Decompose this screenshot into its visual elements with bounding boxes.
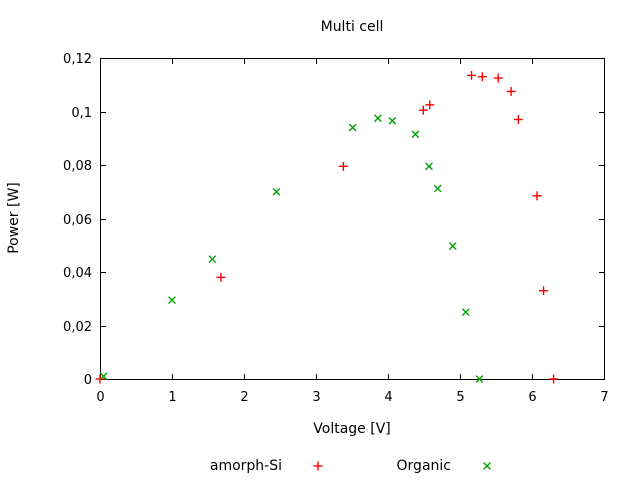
x-tick-label: 1 [168,390,176,405]
data-point-Organic [388,116,397,125]
legend-label-organic: Organic [396,458,451,474]
data-point-Organic [461,308,470,317]
data-point-Organic [348,123,357,132]
y-tick-label: 0,06 [63,213,92,228]
data-point-Organic [374,114,382,123]
legend-marker-organic [483,462,491,470]
x-tick-label: 2 [240,390,248,405]
data-point-Organic [448,242,457,250]
x-tick-label: 6 [528,390,536,405]
x-tick-label: 0 [96,390,104,405]
x-tick-label: 4 [384,390,392,405]
data-point-Organic [208,255,217,264]
data-point-Organic [99,372,108,381]
y-tick-label: 0,1 [71,106,92,121]
x-tick-label: 7 [600,390,608,405]
data-point-Organic [411,130,420,139]
x-tick-label: 5 [456,390,464,405]
data-point-Organic [168,296,176,304]
y-tick-label: 0,02 [63,320,92,335]
y-tick-label: 0 [84,373,92,388]
data-point-Organic [475,375,484,383]
plot-frame [100,58,605,380]
data-point-Organic [433,184,442,193]
data-point-Organic [272,187,281,196]
legend-label-amorph-si: amorph-Si [209,458,282,474]
x-axis-label: Voltage [V] [313,421,391,437]
y-tick-label: 0,12 [63,52,92,67]
x-tick-label: 3 [312,390,320,405]
y-tick-label: 0,04 [63,266,92,281]
y-axis-label: Power [W] [6,182,22,254]
chart-title: Multi cell [320,19,384,35]
data-point-Organic [425,162,433,171]
y-tick-label: 0,08 [63,159,92,174]
